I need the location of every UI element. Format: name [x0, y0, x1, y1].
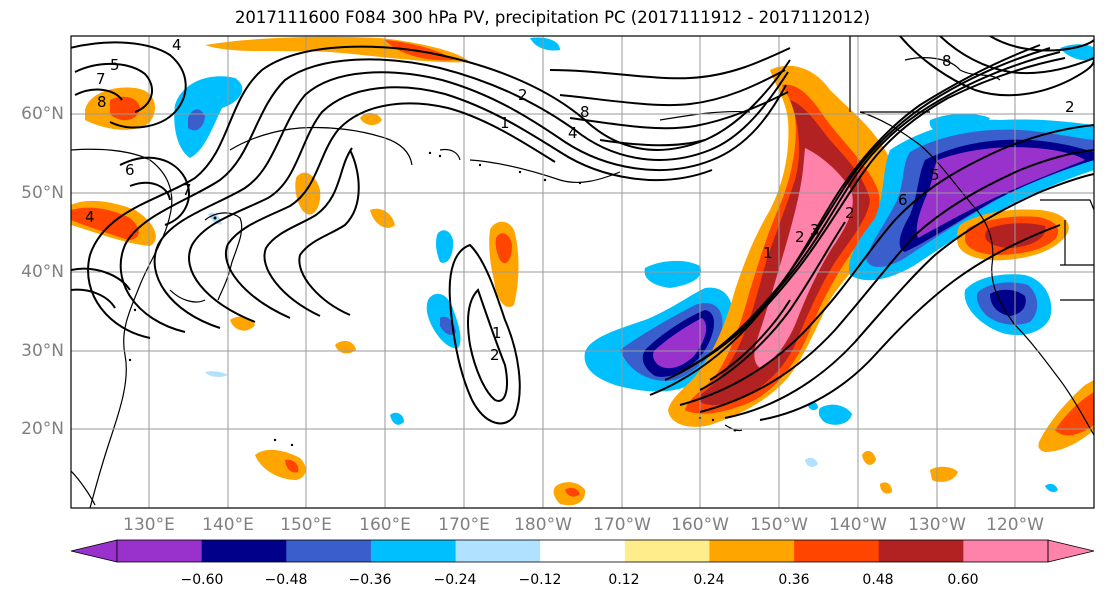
contour-label: 2 [795, 228, 805, 246]
lat-label: 50°N [21, 183, 64, 203]
contour-label: 1 [492, 324, 502, 342]
colorbar-swatch [286, 540, 372, 562]
contour-label: 6 [125, 161, 135, 179]
lat-label: 60°N [21, 104, 64, 124]
contour-label: 4 [172, 36, 182, 54]
colorbar-left-arrow [70, 539, 118, 563]
lat-label: 30°N [21, 341, 64, 361]
lat-label: 40°N [21, 262, 64, 282]
colorbar-tick-label: 0.48 [862, 572, 894, 588]
contour-label: 2 [490, 346, 500, 364]
contour-label: 4 [568, 124, 578, 142]
lon-label: 170°E [438, 515, 490, 535]
contour-label: 7 [182, 181, 192, 199]
colorbar-tick-label: −0.36 [348, 572, 392, 588]
contour-label: 1 [763, 244, 773, 262]
map-frame [70, 35, 1095, 509]
colorbar-swatch [963, 540, 1049, 562]
colorbar-right-arrow [1047, 539, 1095, 563]
contour-label: 7 [96, 70, 106, 88]
pv-contours [71, 36, 1094, 425]
lon-label: 180°W [514, 515, 572, 535]
colorbar-frame [116, 539, 1049, 563]
lon-label: 130°W [908, 515, 966, 535]
contour-label: 1 [500, 114, 510, 132]
contour-label: 6 [898, 191, 908, 209]
colorbar-swatch [370, 540, 457, 562]
lon-label: 130°E [123, 515, 175, 535]
colorbar-swatch [878, 540, 964, 562]
lon-label: 160°W [671, 515, 729, 535]
contour-label: 2 [1065, 98, 1075, 116]
contour-label: 8 [580, 103, 590, 121]
contour-label: 2 [845, 204, 855, 222]
lon-label: 140°W [829, 515, 887, 535]
colorbar-swatch [624, 540, 710, 562]
colorbar-swatch [540, 540, 626, 562]
colorbar-tick-label: −0.60 [180, 572, 224, 588]
colorbar-tick-label: 0.24 [693, 572, 725, 588]
contour-label: 2 [518, 86, 528, 104]
lat-label: 20°N [21, 419, 64, 439]
colorbar-swatch [117, 540, 203, 562]
colorbar-tick-label: 0.60 [947, 572, 979, 588]
contour-label: 3 [810, 221, 820, 239]
lon-label: 170°W [593, 515, 651, 535]
contour-label: 4 [85, 208, 95, 226]
colorbar-tick-label: −0.24 [433, 572, 477, 588]
map-area: 5 4 7 8 6 7 4 2 8 4 1 1 2 2 1 2 3 5 6 8 … [71, 36, 1094, 508]
contour-label: 8 [97, 93, 107, 111]
chart-title: 2017111600 F084 300 hPa PV, precipitatio… [234, 8, 871, 27]
colorbar-swatch [709, 540, 795, 562]
colorbar-tick-label: 0.36 [778, 572, 810, 588]
lon-label: 160°E [359, 515, 411, 535]
contour-labels: 5 4 7 8 6 7 4 2 8 4 1 1 2 2 1 2 3 5 6 8 … [85, 36, 1075, 364]
colorbar-swatch [455, 540, 541, 562]
colorbar-swatch [201, 540, 287, 562]
graticule [71, 36, 1094, 508]
colorbar-tick-label: −0.48 [264, 572, 308, 588]
lon-label: 150°W [750, 515, 808, 535]
colorbar-swatch [794, 540, 880, 562]
colorbar-tick-label: −0.12 [518, 572, 562, 588]
colorbar-tick-label: 0.12 [608, 572, 640, 588]
contour-label: 8 [942, 52, 952, 70]
colorbar [70, 539, 1095, 563]
lon-label: 150°E [280, 515, 332, 535]
contour-label: 5 [110, 56, 120, 74]
lon-label: 140°E [202, 515, 254, 535]
contour-label: 5 [930, 166, 940, 184]
lon-label: 120°W [986, 515, 1044, 535]
